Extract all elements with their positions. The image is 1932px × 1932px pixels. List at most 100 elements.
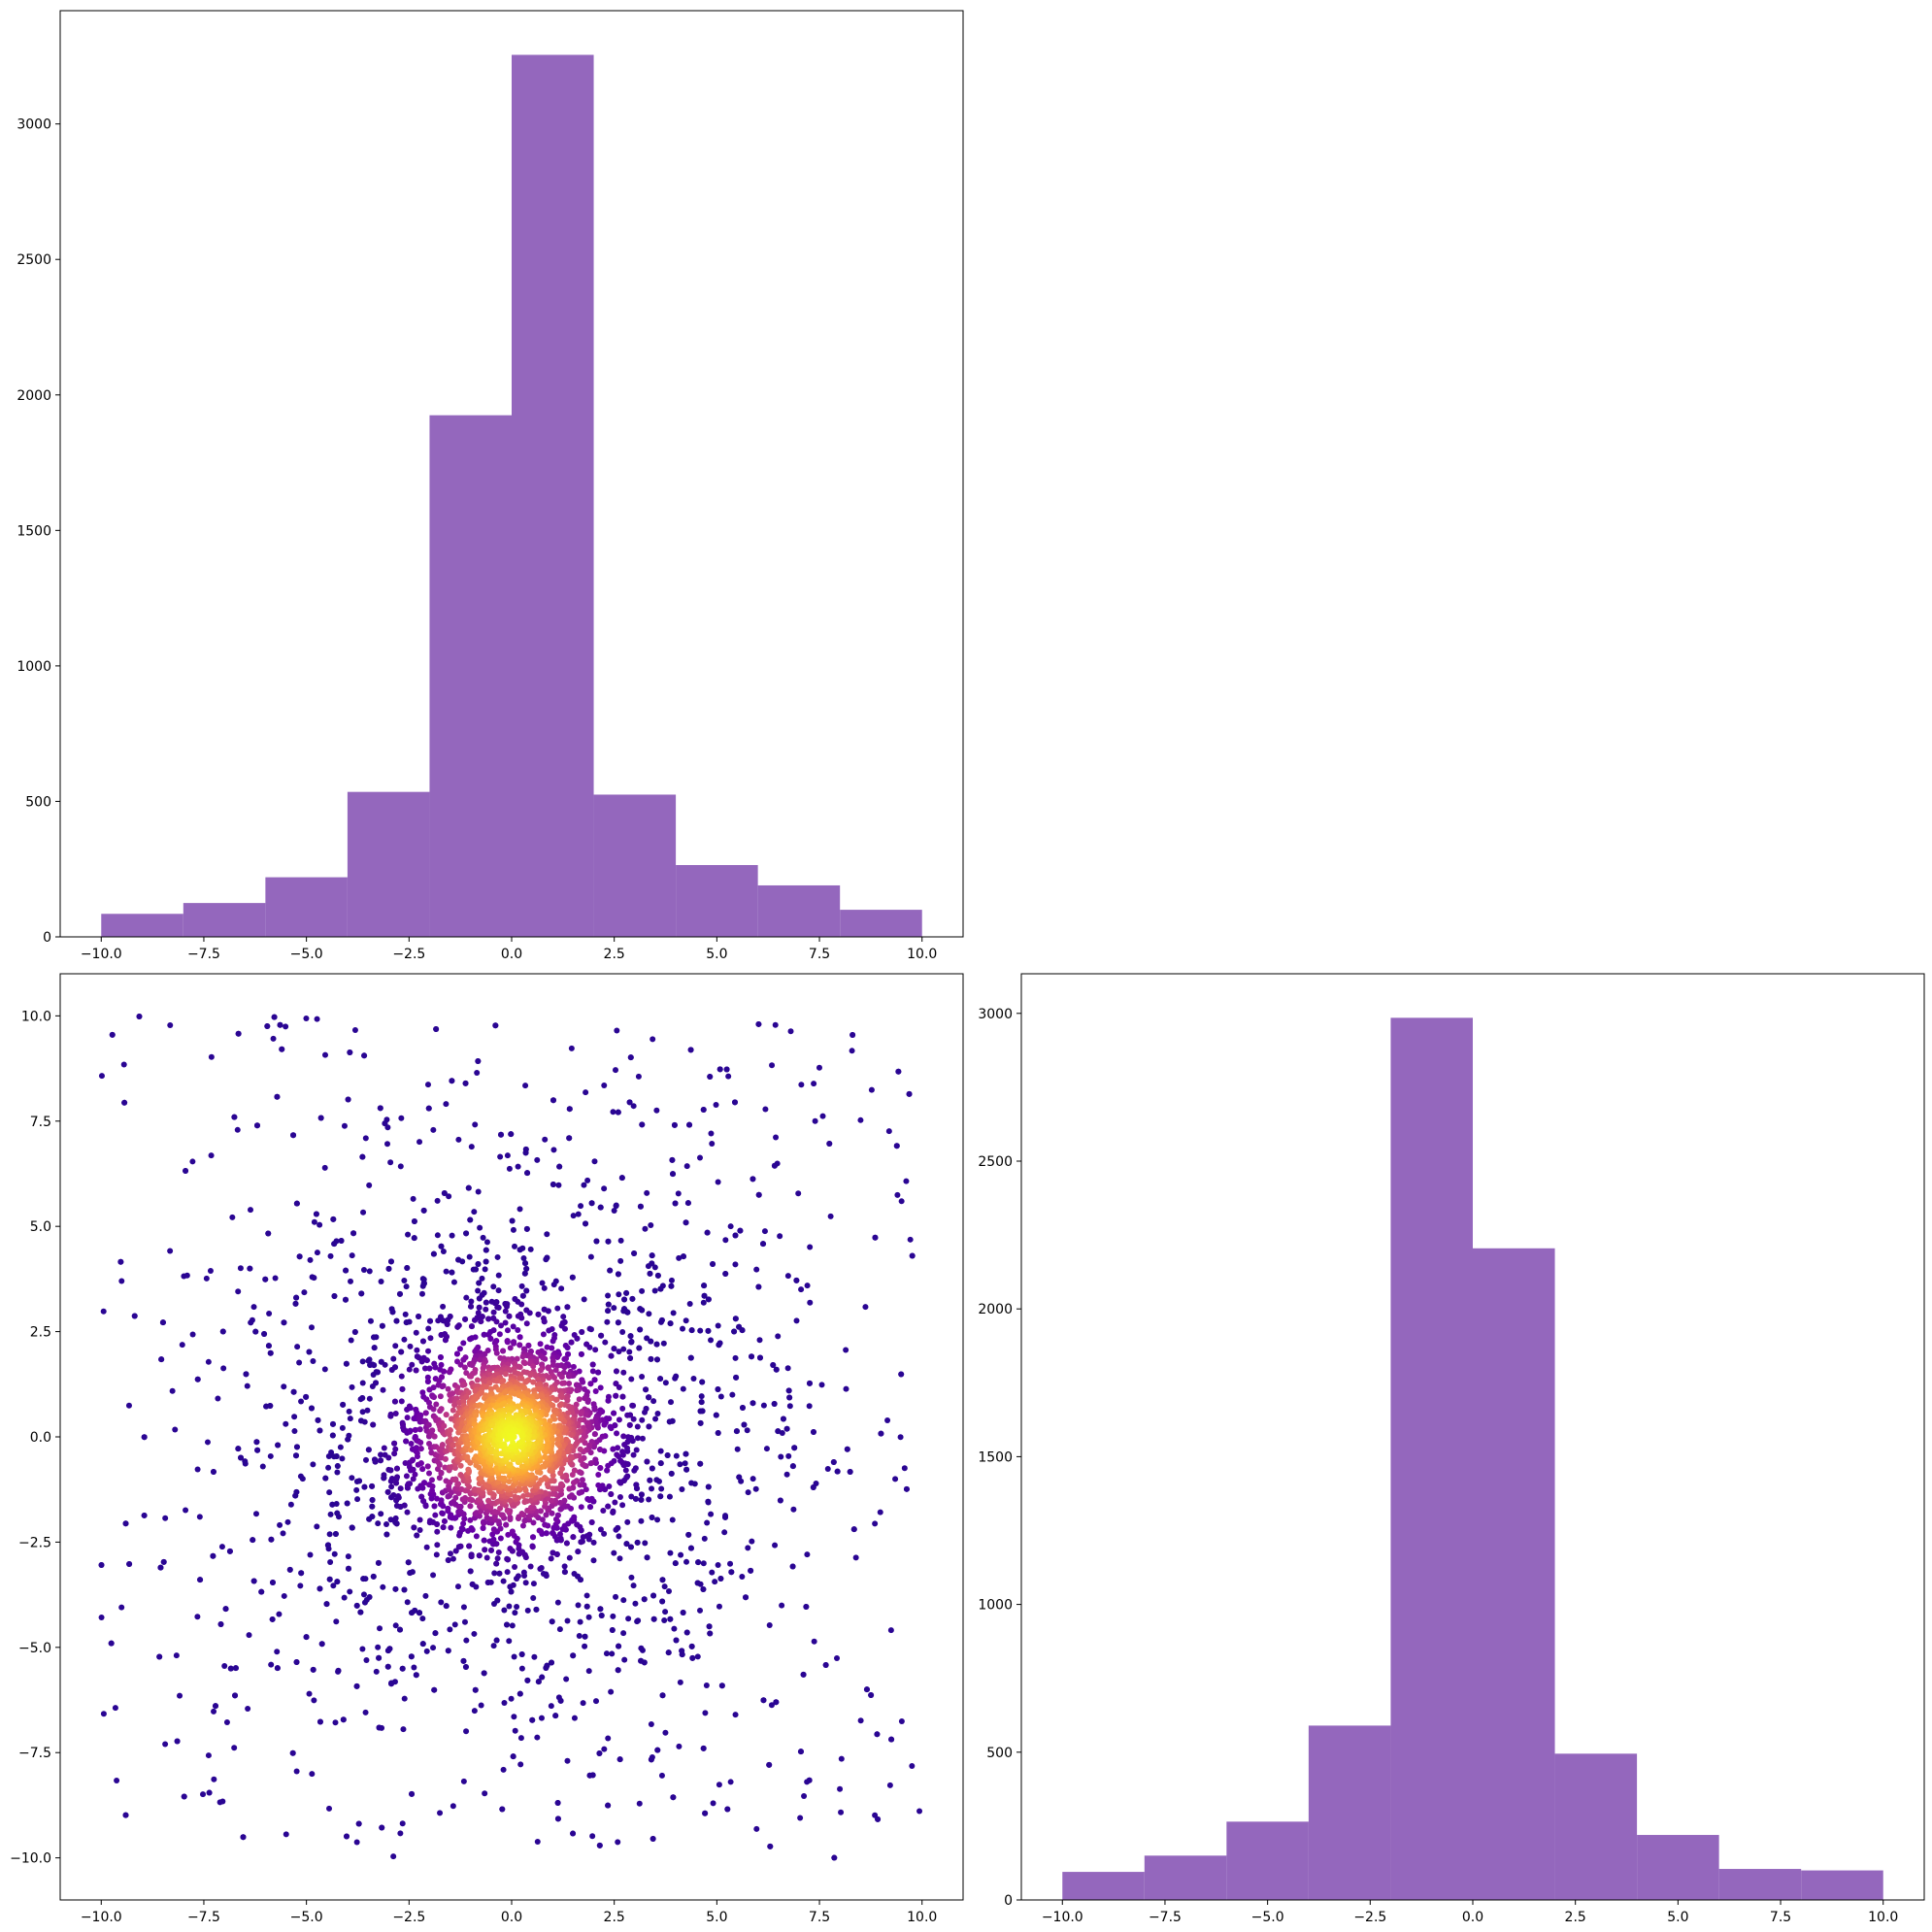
scatter-point: [569, 1274, 576, 1281]
scatter-point: [392, 1515, 399, 1521]
scatter-point: [831, 1854, 838, 1861]
scatter-point: [697, 1419, 704, 1426]
scatter-point: [619, 1329, 626, 1336]
scatter-point: [391, 1679, 398, 1685]
scatter-point: [322, 1475, 329, 1482]
scatter-point: [581, 1182, 587, 1188]
scatter-point: [564, 1397, 571, 1404]
scatter-point: [398, 1115, 405, 1121]
scatter-point: [217, 1620, 224, 1627]
scatter-point: [502, 1319, 509, 1326]
scatter-point: [784, 1365, 791, 1372]
scatter-point: [843, 1347, 849, 1353]
scatter-point: [522, 1083, 529, 1089]
scatter-point: [460, 1520, 467, 1527]
scatter-point: [366, 1356, 373, 1363]
scatter-point: [465, 1389, 472, 1396]
scatter-point: [481, 1537, 487, 1544]
scatter-point: [516, 1364, 523, 1371]
scatter-point: [705, 1483, 712, 1490]
scatter-point: [443, 1412, 450, 1418]
scatter-point: [430, 1126, 437, 1133]
scatter-point: [826, 1141, 833, 1148]
scatter-point: [649, 1252, 655, 1259]
scatter-point: [564, 1757, 571, 1764]
scatter-point: [493, 1318, 500, 1325]
scatter-point: [530, 1519, 537, 1526]
scatter-point: [346, 1408, 352, 1415]
scatter-point: [460, 1356, 467, 1363]
scatter-point: [426, 1470, 433, 1477]
scatter-point: [580, 1534, 586, 1541]
scatter-point: [544, 1231, 550, 1238]
scatter-point: [548, 1555, 554, 1562]
scatter-point: [518, 1315, 525, 1321]
scatter-point: [516, 1334, 523, 1341]
scatter-point: [578, 1203, 584, 1210]
scatter-axes: −10.0 −7.5 −5.0 −2.5 0.0 2.5 5.0 7.5 10.0 −10.0−…: [10, 973, 964, 1925]
scatter-point: [611, 1207, 617, 1214]
scatter-point: [359, 1394, 366, 1401]
scatter-point: [544, 1662, 550, 1669]
scatter-point: [353, 1682, 360, 1689]
scatter-point: [583, 1592, 590, 1599]
scatter-point: [544, 1344, 550, 1350]
scatter-point: [777, 1497, 783, 1504]
scatter-point: [416, 1516, 423, 1523]
scatter-point: [373, 1334, 380, 1341]
scatter-point: [497, 1505, 504, 1512]
scatter-point: [903, 1178, 910, 1184]
scatter-point: [716, 1782, 722, 1788]
scatter-point: [468, 1524, 475, 1531]
scatter-point: [639, 1373, 646, 1380]
scatter-point: [485, 1497, 492, 1504]
scatter-point: [327, 1252, 334, 1259]
scatter-point: [274, 1649, 281, 1655]
scatter-point: [430, 1406, 437, 1413]
scatter-point: [162, 1515, 169, 1521]
scatter-point: [508, 1131, 515, 1138]
scatter-point: [887, 1627, 894, 1634]
scatter-point: [629, 1402, 636, 1409]
scatter-point: [638, 1491, 645, 1498]
scatter-point: [431, 1503, 438, 1510]
scatter-point: [449, 1232, 455, 1239]
scatter-point: [775, 1333, 782, 1340]
scatter-point: [395, 1493, 402, 1500]
scatter-point: [592, 1388, 599, 1395]
scatter-point: [411, 1524, 417, 1531]
scatter-point: [665, 1649, 672, 1656]
scatter-point: [605, 1802, 612, 1809]
scatter-point: [566, 1485, 573, 1492]
scatter-point: [434, 1232, 441, 1239]
scatter-point: [364, 1407, 371, 1414]
scatter-point: [194, 1376, 201, 1382]
scatter-point: [405, 1231, 412, 1238]
scatter-point: [847, 1469, 853, 1476]
scatter-point: [112, 1705, 118, 1712]
scatter-point: [167, 1021, 174, 1028]
scatter-point: [561, 1563, 568, 1570]
top-histogram-ytick-label: 1000: [17, 659, 51, 675]
scatter-point: [628, 1493, 635, 1500]
scatter-point: [114, 1777, 120, 1783]
scatter-point: [517, 1735, 524, 1742]
scatter-point: [555, 1694, 562, 1701]
scatter-point: [390, 1853, 397, 1860]
scatter-point: [533, 1606, 540, 1613]
scatter-point: [506, 1478, 513, 1484]
scatter-point: [475, 1058, 482, 1065]
scatter-point: [439, 1442, 446, 1449]
scatter-point: [521, 1360, 528, 1367]
scatter-point: [749, 1176, 756, 1183]
scatter-point: [595, 1471, 602, 1478]
scatter-point: [333, 1618, 340, 1625]
scatter-point: [487, 1547, 494, 1553]
scatter-point: [222, 1606, 229, 1613]
scatter-point: [626, 1421, 633, 1428]
scatter-point: [632, 1495, 639, 1502]
scatter-point: [383, 1520, 390, 1527]
scatter-point: [518, 1665, 525, 1672]
scatter-point: [706, 1623, 713, 1630]
